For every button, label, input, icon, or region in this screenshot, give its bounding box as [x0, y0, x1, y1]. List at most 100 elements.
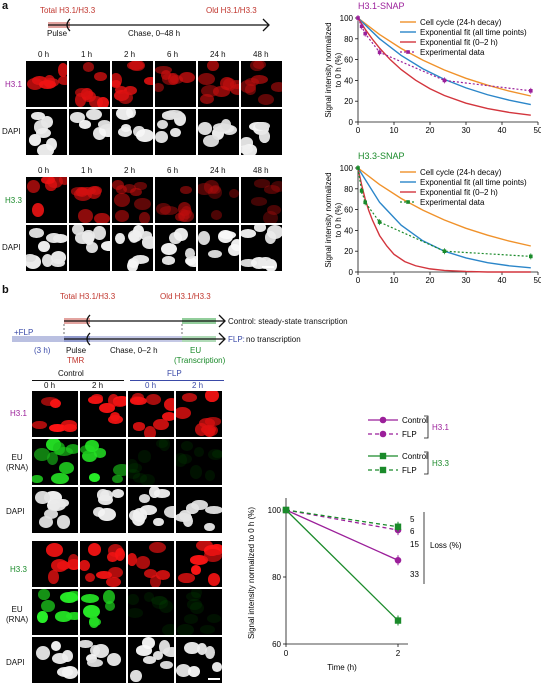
legend-label: Control [402, 416, 428, 425]
nucleus [32, 475, 43, 484]
nucleus [155, 65, 173, 75]
y-tick-label: 0 [349, 268, 354, 277]
nucleus [209, 185, 221, 195]
microscopy-tile [128, 541, 174, 587]
nucleus [43, 508, 58, 520]
nucleus [110, 411, 121, 421]
nucleus [153, 418, 169, 430]
time-label: 1 h [81, 166, 93, 175]
x-tick-label: 40 [498, 276, 507, 285]
nucleus [127, 61, 144, 70]
nucleus [198, 231, 211, 245]
nucleus [35, 646, 50, 660]
legend-marker [379, 416, 387, 424]
loss-value: 33 [410, 570, 419, 579]
microscopy-tile [198, 225, 239, 271]
y-tick-label: 80 [344, 35, 353, 44]
nucleus [208, 448, 222, 460]
nucleus [181, 441, 193, 452]
nucleus [187, 665, 201, 678]
microscopy-tile [69, 177, 110, 223]
series-line-data [357, 17, 531, 92]
timeline-b-chase: Chase, 0–2 h [110, 346, 158, 355]
data-point [356, 16, 360, 20]
nucleus [82, 62, 94, 72]
microscopy-tile [128, 637, 174, 683]
legend-label: Cell cycle (24-h decay) [420, 168, 502, 177]
nucleus [45, 232, 63, 244]
nucleus [86, 658, 103, 668]
nucleus [48, 569, 59, 584]
nucleus [61, 650, 73, 662]
time-label: 2 h [124, 166, 136, 175]
legend-label: Experimental data [420, 198, 485, 207]
series-line [357, 167, 531, 247]
nucleus [160, 660, 174, 670]
nucleus [82, 91, 96, 103]
nucleus [164, 505, 174, 519]
time-label: 24 h [210, 50, 226, 59]
timeline-b-pulse: Pulse [66, 346, 87, 355]
nucleus [144, 591, 155, 602]
nucleus [165, 109, 183, 119]
nucleus [162, 411, 174, 421]
nucleus [207, 573, 221, 586]
nucleus [34, 448, 50, 462]
nucleus [41, 253, 53, 268]
panel-a-time-labels-bottom: 0 h 1 h 2 h 6 h 24 h 48 h [26, 166, 282, 176]
nucleus [253, 225, 267, 232]
nucleus [161, 242, 178, 256]
nucleus [258, 257, 273, 269]
nucleus [130, 670, 142, 683]
data-point [377, 220, 382, 224]
data-point [442, 249, 447, 253]
timeline-b-flp-note-key: FLP: [228, 335, 245, 344]
microscopy-tile [69, 109, 110, 155]
nucleus [57, 515, 71, 529]
nucleus [174, 228, 188, 242]
nucleus [87, 543, 101, 557]
nucleus [51, 258, 66, 268]
nucleus [219, 230, 237, 240]
nucleus [80, 559, 91, 572]
nucleus [75, 93, 86, 107]
nucleus [213, 86, 231, 97]
microscopy-tile [176, 439, 222, 485]
microscopy-tile [80, 541, 126, 587]
nucleus [156, 439, 168, 449]
microscopy-tile [80, 487, 126, 533]
x-tick-label: 0 [356, 126, 361, 135]
panel-a-time-labels-top: 0 h 1 h 2 h 6 h 24 h 48 h [26, 50, 282, 60]
microscopy-tile [128, 589, 174, 635]
nucleus [128, 552, 138, 566]
nucleus [129, 396, 147, 406]
nucleus [85, 439, 100, 453]
nucleus [77, 209, 94, 223]
nucleus [130, 187, 142, 197]
nucleus [58, 177, 67, 186]
nucleus [127, 260, 139, 271]
nucleus [253, 179, 271, 188]
nucleus [161, 256, 175, 265]
row-label-a-dapi-1: DAPI [2, 127, 21, 136]
x-tick-label: 2 [396, 649, 401, 658]
nucleus [137, 450, 152, 463]
legend-label: Control [402, 452, 428, 461]
nucleus [191, 565, 202, 575]
nucleus [132, 422, 146, 431]
timeline-b-flp-note: no transcription [246, 335, 301, 344]
y-axis-label: Signal intensity normalizedto 0 h (%) [324, 172, 343, 267]
nucleus [117, 91, 134, 105]
row-label-b-eu-2: EU (RNA) [6, 605, 29, 624]
timeline-a-start: Total H3.1/H3.3 [40, 6, 96, 15]
legend-label: FLP [402, 466, 417, 475]
nucleus [103, 590, 115, 604]
nucleus [258, 129, 271, 143]
nucleus [127, 230, 142, 242]
data-point [529, 89, 533, 93]
nucleus [136, 645, 152, 656]
y-axis-label: Signal intensity normalizedto 0 h (%) [324, 22, 343, 117]
nucleus [271, 181, 282, 192]
nucleus [252, 61, 266, 70]
nucleus [80, 639, 93, 649]
